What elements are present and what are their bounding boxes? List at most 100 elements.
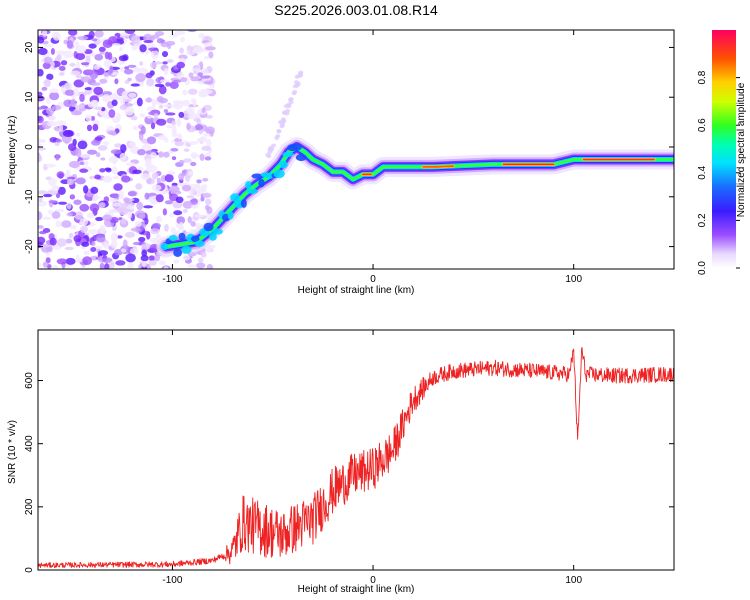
- spectrogram-speckle: [38, 111, 42, 117]
- spectrogram-speckle: [94, 174, 101, 180]
- spectrogram-speckle: [206, 264, 214, 269]
- colorbar-tick-label: 0.6: [697, 118, 708, 132]
- spectrogram-speckle: [188, 72, 194, 78]
- spectrogram-speckle: [51, 185, 60, 192]
- snr-xlabel: Height of straight line (km): [298, 584, 415, 595]
- ridge-blob: [211, 228, 223, 235]
- spectrogram-speckle: [111, 43, 121, 47]
- spectrogram-speckle: [66, 40, 74, 49]
- spectrogram-speckle: [118, 190, 125, 200]
- spectrogram-speckle: [185, 49, 195, 56]
- x-tick-label: 0: [370, 575, 376, 586]
- spectrogram-speckle: [162, 208, 168, 216]
- spectrogram-speckle: [124, 66, 130, 70]
- spectrogram-speckle: [164, 223, 169, 232]
- spectrogram-speckle: [127, 64, 137, 68]
- spectrogram-speckle: [148, 47, 159, 51]
- spectrogram-speckle: [201, 67, 209, 76]
- spectrogram-speckle: [148, 260, 157, 266]
- spectrogram-speckle: [42, 40, 49, 45]
- spectrogram-speckle: [110, 208, 117, 213]
- spectrogram-speckle: [75, 254, 80, 263]
- ridge-blob: [240, 199, 247, 208]
- spectrogram-speckle: [52, 264, 59, 269]
- spectrogram-speckle: [105, 168, 112, 173]
- spectrogram-speckle: [122, 239, 128, 249]
- spectrogram-speckle: [75, 148, 82, 158]
- spectrogram-speckle: [40, 244, 51, 248]
- spectrogram-speckle: [203, 133, 211, 137]
- spectrogram-speckle: [146, 136, 157, 145]
- spectrogram-speckle: [46, 107, 55, 115]
- spectrogram-speckle: [108, 155, 119, 164]
- spectrogram-speckle: [162, 151, 170, 158]
- spectrogram-speckle: [110, 71, 119, 76]
- spectrogram-speckle: [180, 77, 188, 83]
- spectrogram-speckle: [181, 101, 191, 107]
- spectrogram-speckle: [194, 123, 204, 131]
- spectrogram-speckle: [55, 120, 67, 126]
- spectrogram-speckle: [149, 61, 158, 69]
- spectrogram-speckle: [196, 179, 202, 184]
- spectrogram-speckle: [49, 91, 60, 101]
- spectrogram-speckle: [91, 38, 98, 42]
- spectrogram-speckle: [80, 76, 91, 83]
- spectrogram-speckle: [67, 176, 76, 180]
- spectrogram-speckle: [42, 261, 49, 268]
- spectrogram-speckle: [38, 36, 45, 44]
- spectrogram-speckle: [74, 211, 84, 220]
- spectrogram-speckle: [94, 106, 103, 110]
- spectrogram-speckle: [90, 82, 101, 86]
- spectrogram-speckle: [69, 194, 76, 200]
- spectrogram-streak: [288, 97, 294, 102]
- spectrogram-speckle: [79, 203, 90, 212]
- spectrogram-speckle: [163, 266, 169, 269]
- spectrogram-speckle: [73, 235, 82, 243]
- spectrogram-speckle: [187, 113, 197, 120]
- spectrogram-speckle: [165, 112, 176, 116]
- colorbar-label: Normalized spectral amplitude: [736, 82, 747, 217]
- spectrogram-speckle: [42, 216, 52, 220]
- spectrogram-speckle: [109, 65, 114, 74]
- spectrogram-speckle: [141, 242, 151, 249]
- spectrogram-speckle: [91, 139, 101, 146]
- spectrogram-speckle: [104, 51, 110, 60]
- spectrogram-speckle: [103, 72, 110, 77]
- spectrogram-speckle: [190, 76, 200, 82]
- spectrogram-speckle: [162, 104, 173, 108]
- spectrogram-speckle: [116, 112, 121, 121]
- ridge-blob: [282, 151, 294, 158]
- spectrogram-speckle: [104, 263, 110, 269]
- spectrogram-ylabel: Frequency (Hz): [7, 116, 18, 185]
- ridge-blob: [203, 222, 214, 232]
- spectrogram-speckle: [38, 190, 48, 195]
- spectrogram-speckle: [187, 170, 193, 176]
- spectrogram-speckle: [154, 83, 165, 88]
- spectrogram-speckle: [163, 67, 169, 76]
- spectrogram-speckle: [166, 124, 176, 129]
- spectrogram-speckle: [202, 177, 209, 182]
- spectrogram-streak: [266, 154, 272, 159]
- spectrogram-speckle: [102, 175, 113, 183]
- spectrogram-streak: [291, 91, 297, 96]
- spectrogram-speckle: [133, 67, 141, 73]
- spectrogram-speckle: [89, 71, 99, 80]
- spectrogram-speckle: [204, 244, 214, 253]
- spectrogram-speckle: [176, 216, 186, 225]
- spectrogram-speckle: [115, 260, 126, 266]
- spectrogram-speckle: [65, 238, 73, 244]
- spectrogram-speckle: [193, 46, 204, 54]
- spectrogram-speckle: [58, 124, 64, 132]
- spectrogram-speckle: [125, 162, 136, 167]
- spectrogram-speckle: [197, 72, 203, 77]
- spectrogram-streak: [269, 147, 275, 152]
- spectrogram-speckle: [158, 151, 164, 158]
- spectrogram-speckle: [158, 260, 167, 266]
- spectrogram-speckle: [60, 60, 68, 66]
- spectrogram-streak: [295, 81, 301, 86]
- spectrogram-streak: [274, 136, 280, 141]
- spectrogram-speckle: [110, 232, 119, 242]
- spectrogram-speckle: [99, 78, 108, 84]
- spectrogram-speckle: [130, 83, 140, 87]
